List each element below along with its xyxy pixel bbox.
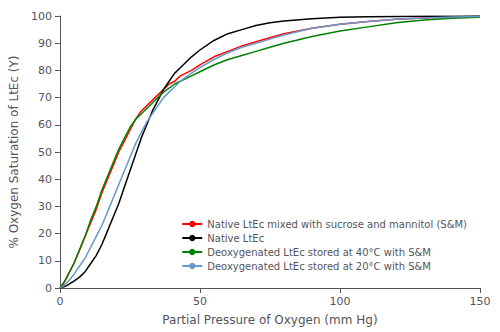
- svg-text:60: 60: [38, 118, 52, 131]
- svg-text:0: 0: [45, 282, 52, 295]
- svg-text:80: 80: [38, 64, 52, 77]
- svg-text:50: 50: [38, 146, 52, 159]
- svg-text:30: 30: [38, 200, 52, 213]
- svg-text:50: 50: [193, 295, 207, 308]
- svg-text:150: 150: [470, 295, 491, 308]
- svg-text:Native LtEc mixed with sucrose: Native LtEc mixed with sucrose and manni…: [207, 219, 467, 230]
- svg-text:90: 90: [38, 37, 52, 50]
- svg-text:40: 40: [38, 173, 52, 186]
- svg-text:Deoxygenated LtEc stored at 40: Deoxygenated LtEc stored at 40°C with S&…: [207, 247, 431, 258]
- svg-text:100: 100: [31, 10, 52, 23]
- svg-text:% Oxygen Saturation of LtEc (Y: % Oxygen Saturation of LtEc (Y): [7, 55, 21, 248]
- svg-text:Native LtEc: Native LtEc: [207, 233, 264, 244]
- svg-text:0: 0: [56, 295, 63, 308]
- svg-text:100: 100: [329, 295, 350, 308]
- svg-text:20: 20: [38, 227, 52, 240]
- svg-text:70: 70: [38, 91, 52, 104]
- svg-text:Partial Pressure of Oxygen (mm: Partial Pressure of Oxygen (mm Hg): [162, 313, 377, 327]
- svg-text:10: 10: [38, 254, 52, 267]
- svg-text:Deoxygenated LtEc stored at 20: Deoxygenated LtEc stored at 20°C with S&…: [207, 261, 431, 272]
